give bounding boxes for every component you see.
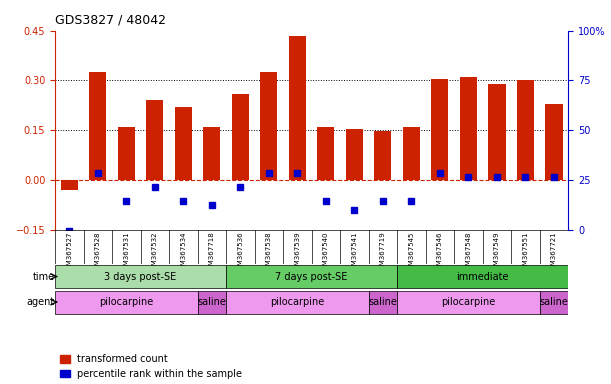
Bar: [260, 72, 277, 180]
Text: pilocarpine: pilocarpine: [270, 297, 324, 307]
Bar: [317, 127, 334, 180]
Text: GSM367545: GSM367545: [408, 231, 414, 274]
Bar: [460, 77, 477, 180]
Text: GSM367546: GSM367546: [437, 231, 443, 274]
Text: GDS3827 / 48042: GDS3827 / 48042: [55, 13, 166, 26]
Bar: [346, 129, 363, 180]
FancyBboxPatch shape: [226, 265, 397, 288]
Bar: [431, 79, 448, 180]
Bar: [289, 36, 306, 180]
Bar: [203, 127, 221, 180]
FancyBboxPatch shape: [197, 291, 226, 314]
Text: GSM367534: GSM367534: [180, 231, 186, 274]
Text: GSM367532: GSM367532: [152, 231, 158, 274]
FancyBboxPatch shape: [397, 265, 568, 288]
FancyBboxPatch shape: [368, 291, 397, 314]
Text: GSM367540: GSM367540: [323, 231, 329, 274]
Bar: [232, 94, 249, 180]
Text: GSM367541: GSM367541: [351, 231, 357, 274]
Bar: [403, 127, 420, 180]
Text: GSM367548: GSM367548: [466, 231, 472, 274]
Bar: [60, 180, 78, 190]
Text: GSM367538: GSM367538: [266, 231, 272, 274]
Text: GSM367721: GSM367721: [551, 231, 557, 274]
Text: pilocarpine: pilocarpine: [441, 297, 496, 307]
Text: saline: saline: [368, 297, 397, 307]
Text: GSM367719: GSM367719: [380, 231, 386, 274]
Text: GSM367527: GSM367527: [66, 231, 72, 274]
FancyBboxPatch shape: [540, 291, 568, 314]
FancyBboxPatch shape: [55, 291, 197, 314]
Text: GSM367551: GSM367551: [522, 231, 529, 274]
Text: saline: saline: [540, 297, 568, 307]
Text: saline: saline: [197, 297, 226, 307]
Text: 3 days post-SE: 3 days post-SE: [104, 271, 177, 281]
FancyBboxPatch shape: [55, 265, 226, 288]
Bar: [546, 104, 563, 180]
Text: GSM367536: GSM367536: [237, 231, 243, 274]
Text: GSM367528: GSM367528: [95, 231, 101, 274]
Bar: [118, 127, 135, 180]
Text: GSM367718: GSM367718: [209, 231, 215, 274]
Text: 7 days post-SE: 7 days post-SE: [276, 271, 348, 281]
Bar: [375, 131, 392, 180]
Legend: transformed count, percentile rank within the sample: transformed count, percentile rank withi…: [60, 354, 243, 379]
Bar: [146, 100, 163, 180]
Bar: [89, 72, 106, 180]
FancyBboxPatch shape: [397, 291, 540, 314]
Text: GSM367531: GSM367531: [123, 231, 130, 274]
Text: agent: agent: [27, 297, 55, 307]
Bar: [517, 81, 534, 180]
Text: time: time: [33, 271, 55, 281]
Text: pilocarpine: pilocarpine: [99, 297, 153, 307]
Text: GSM367539: GSM367539: [295, 231, 301, 274]
Text: GSM367549: GSM367549: [494, 231, 500, 274]
Bar: [488, 84, 505, 180]
Text: immediate: immediate: [456, 271, 509, 281]
FancyBboxPatch shape: [226, 291, 368, 314]
Bar: [175, 107, 192, 180]
